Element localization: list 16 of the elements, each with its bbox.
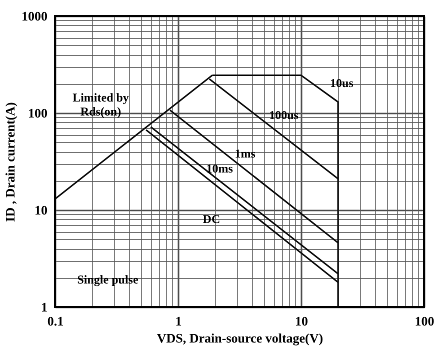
x-tick-label: 100 <box>414 314 434 328</box>
x-tick-label: 1 <box>175 314 182 328</box>
x-tick-label: 0.1 <box>47 314 64 328</box>
annotation: Single pulse <box>77 272 139 286</box>
annotation: 1ms <box>234 146 256 161</box>
annotation: DC <box>202 212 220 226</box>
x-tick-label: 10 <box>295 314 308 328</box>
x-axis-title: VDS, Drain-source voltage(V) <box>156 330 324 346</box>
y-tick-label: 1 <box>41 300 48 314</box>
y-tick-label: 100 <box>28 106 48 120</box>
annotation: 100us <box>269 108 299 122</box>
annotation: 10ms <box>206 161 234 176</box>
y-tick-label: 1000 <box>22 8 48 24</box>
y-tick-label: 10 <box>34 202 48 218</box>
annotation: 10us <box>330 76 354 90</box>
y-axis-title: ID , Drain current(A) <box>2 102 18 222</box>
